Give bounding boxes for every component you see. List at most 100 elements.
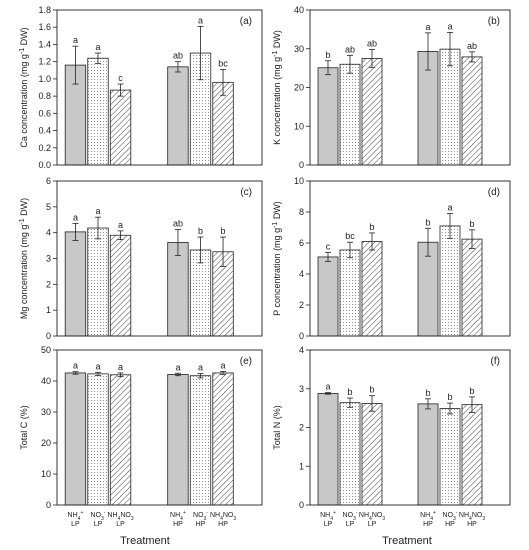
- y-tick-label: 10: [41, 469, 51, 479]
- x-tick-label-level: HP: [423, 521, 433, 528]
- significance-letter: a: [118, 220, 123, 230]
- y-tick-label: 1.6: [38, 22, 51, 32]
- significance-letter: a: [118, 362, 123, 372]
- significance-letter: a: [73, 35, 78, 45]
- bar-nh4-hp: [167, 374, 189, 506]
- y-tick-label: 1.4: [38, 39, 51, 49]
- significance-letter: ab: [173, 219, 183, 229]
- chart-panel-b: 0 10 20 30 40 K concentration (mg g-1 DW) b ab a…: [272, 5, 511, 170]
- y-tick-label: 0.6: [38, 108, 51, 118]
- x-tick-label-level: LP: [94, 521, 103, 528]
- bar-nh4no3-hp: [212, 372, 234, 506]
- bar-nh4-lp: [64, 372, 87, 506]
- significance-letter: a: [447, 21, 452, 31]
- bar-no3-lp: [87, 373, 109, 506]
- significance-letter: b: [369, 385, 374, 395]
- significance-letter: b: [447, 392, 452, 402]
- x-tick-label-ion: NH4NO3: [210, 512, 236, 522]
- significance-letter: a: [95, 42, 100, 52]
- y-tick-label: 0: [299, 500, 304, 510]
- y-tick-label: 40: [41, 376, 51, 386]
- bar-no3-hp: [439, 225, 461, 337]
- y-axis-title: K concentration (mg g-1 DW): [272, 30, 283, 145]
- panel-label: (c): [240, 187, 252, 198]
- bar-nh4-hp: [167, 242, 189, 337]
- significance-letter: b: [347, 387, 352, 397]
- bar-no3-hp: [439, 408, 461, 506]
- y-tick-label: 6: [299, 238, 304, 248]
- y-tick-label: 6: [46, 176, 51, 186]
- plot-frame: [56, 349, 263, 506]
- bar-no3-hp: [189, 375, 212, 506]
- y-tick-label: 0: [299, 331, 304, 341]
- plot-frame: [309, 9, 511, 166]
- panel-label: (a): [240, 16, 252, 27]
- y-axis-title: P concentration (mg g-1 DW): [272, 201, 283, 316]
- y-axis-title: Ca concentration (mg g-1 DW): [19, 27, 30, 147]
- chart-panel-d: 0 2 4 6 8 10 P concentration (mg g-1 DW) c bc b b a…: [272, 176, 511, 341]
- bar-nh4no3-lp: [109, 234, 132, 337]
- x-axis-title-right: Treatment: [382, 535, 432, 547]
- significance-letter: a: [198, 15, 203, 25]
- significance-letter: b: [425, 388, 430, 398]
- significance-letter: b: [469, 219, 474, 229]
- bar-nh4no3-lp: [361, 403, 383, 506]
- y-axis-title: Total N (%): [272, 405, 282, 450]
- x-tick-label-level: LP: [116, 521, 125, 528]
- y-tick-label: 0.8: [38, 91, 51, 101]
- significance-letter: c: [118, 73, 123, 83]
- significance-letter: ab: [467, 41, 477, 51]
- bar-no3-lp: [339, 402, 361, 506]
- y-tick-label: 3: [46, 254, 51, 264]
- plot-frame: [309, 349, 511, 506]
- y-tick-label: 1: [299, 461, 304, 471]
- y-tick-label: 50: [41, 345, 51, 355]
- panel-label: (f): [491, 356, 500, 367]
- significance-letter: ab: [173, 51, 183, 61]
- y-tick-label: 3: [299, 384, 304, 394]
- y-tick-label: 1.0: [38, 74, 51, 84]
- y-tick-label: 10: [294, 176, 304, 186]
- significance-letter: a: [425, 22, 430, 32]
- x-tick-label-ion: NO3-: [91, 510, 106, 522]
- x-tick-label-ion: NO3-: [193, 510, 208, 522]
- x-tick-label-level: HP: [196, 521, 206, 528]
- significance-letter: bc: [345, 231, 355, 241]
- y-tick-label: 0.0: [38, 160, 51, 170]
- significance-letter: a: [95, 361, 100, 371]
- y-tick-label: 2: [299, 300, 304, 310]
- significance-letter: a: [447, 203, 452, 213]
- significance-letter: a: [73, 361, 78, 371]
- bar-nh4-hp: [417, 403, 439, 506]
- significance-letter: b: [469, 386, 474, 396]
- significance-letter: b: [198, 226, 203, 236]
- y-tick-label: 2: [299, 423, 304, 433]
- plot-frame: [309, 180, 511, 337]
- bar-nh4-lp: [317, 67, 339, 166]
- panel-label: (d): [488, 187, 500, 198]
- significance-letter: b: [325, 50, 330, 60]
- x-tick-label-level: HP: [467, 521, 477, 528]
- y-tick-label: 1.2: [38, 57, 51, 67]
- x-tick-label-ion: NH4NO3: [107, 512, 133, 522]
- panel-label: (b): [488, 16, 500, 27]
- y-tick-label: 0: [46, 331, 51, 341]
- significance-letter: ab: [345, 44, 355, 54]
- significance-letter: a: [221, 360, 226, 370]
- significance-letter: b: [425, 217, 430, 227]
- x-axis-title-left: Treatment: [120, 535, 170, 547]
- bar-nh4-lp: [317, 392, 339, 506]
- bar-no3-lp: [87, 57, 109, 166]
- significance-letter: b: [369, 222, 374, 232]
- significance-letter: bc: [218, 58, 228, 68]
- x-tick-label-level: LP: [346, 521, 355, 528]
- significance-letter: c: [326, 241, 331, 251]
- y-tick-label: 4: [299, 269, 304, 279]
- y-tick-label: 20: [41, 438, 51, 448]
- y-tick-label: 1: [46, 305, 51, 315]
- bar-nh4no3-hp: [461, 404, 483, 506]
- x-tick-label-ion: NO3-: [343, 510, 358, 522]
